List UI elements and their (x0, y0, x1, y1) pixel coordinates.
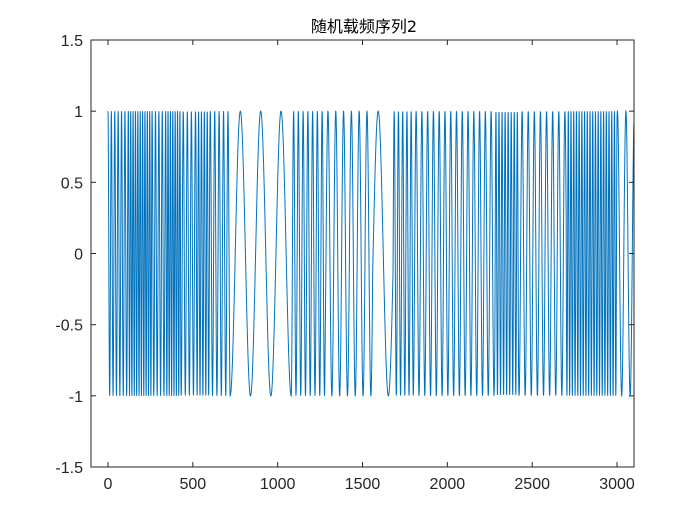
plot-area (90, 39, 635, 468)
x-axis-ticks: 0 500 1000 1500 2000 2500 3000 (104, 40, 635, 493)
x-tick-label: 1500 (345, 476, 381, 493)
y-tick-label: -0.5 (55, 318, 83, 335)
y-tick-label: 0 (74, 247, 83, 264)
y-axis-ticks: -1.5 -1 -0.5 0 0.5 1 1.5 (55, 33, 634, 477)
series-line (107, 109, 634, 398)
y-tick-label: 1 (74, 104, 83, 121)
y-tick-label: -1.5 (55, 460, 83, 477)
axes-box (91, 40, 634, 467)
x-tick-label: 3000 (599, 476, 635, 493)
y-tick-label: -1 (69, 389, 83, 406)
x-tick-label: 1000 (260, 476, 296, 493)
chart-title: 随机载频序列2 (311, 17, 417, 36)
y-tick-label: 0.5 (61, 175, 83, 192)
x-tick-label: 0 (104, 476, 113, 493)
x-tick-label: 500 (179, 476, 206, 493)
y-tick-label: 1.5 (61, 33, 83, 50)
x-tick-label: 2500 (514, 476, 550, 493)
x-tick-label: 2000 (430, 476, 466, 493)
